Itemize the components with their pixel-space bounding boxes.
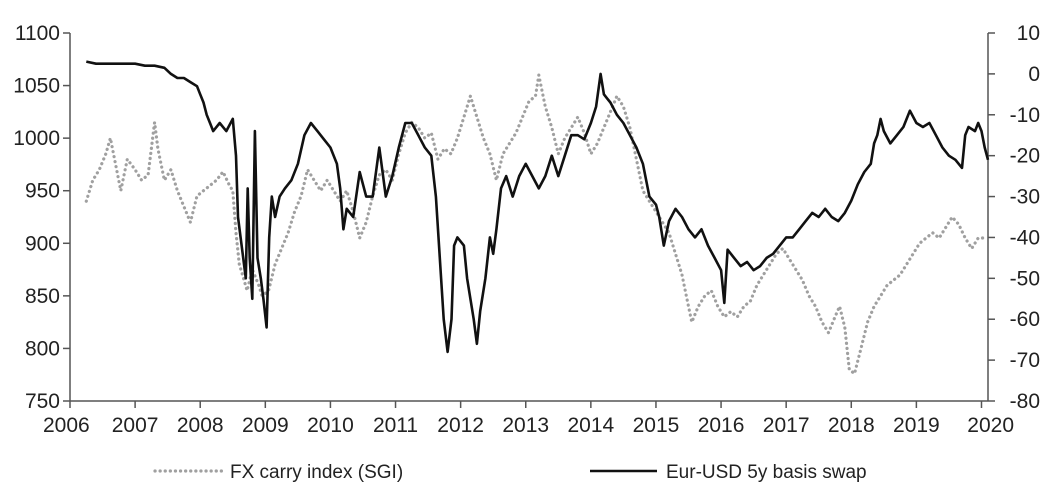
left-tick-label: 1000: [13, 127, 60, 150]
x-tick-label: 2006: [43, 414, 90, 437]
series-basis-swap-line: [86, 60, 990, 354]
x-tick-label: 2019: [893, 414, 940, 437]
x-tick-label: 2007: [112, 414, 159, 437]
right-tick-label: -80: [1010, 390, 1040, 413]
x-axis-ticks: 2006 2007 2008 2009 2010 2011 2012 2013 2014 2015…: [43, 401, 1014, 437]
left-tick-label: 800: [25, 337, 60, 360]
left-tick-label: 850: [25, 285, 60, 308]
x-tick-label: 2020: [967, 414, 1014, 437]
right-tick-label: -60: [1010, 308, 1040, 331]
x-tick-label: 2013: [502, 414, 549, 437]
x-tick-label: 2015: [633, 414, 680, 437]
right-tick-label: 10: [1017, 22, 1040, 45]
right-tick-label: -40: [1010, 226, 1040, 249]
left-tick-label: 1100: [15, 22, 60, 45]
x-tick-label: 2016: [698, 414, 745, 437]
left-tick-label: 750: [25, 390, 60, 413]
x-tick-label: 2011: [373, 414, 418, 437]
plot-frame: [69, 33, 989, 402]
left-tick-label: 1050: [13, 75, 60, 98]
legend: FX carry index (SGI) Eur-USD 5y basis sw…: [153, 462, 867, 483]
left-axis-ticks: 750 800 850 900 950 1000 1050 1100: [13, 22, 70, 413]
legend-label-basis-swap: Eur-USD 5y basis swap: [666, 462, 867, 483]
x-tick-label: 2014: [567, 414, 614, 437]
right-tick-label: -70: [1010, 349, 1040, 372]
right-tick-label: -20: [1010, 145, 1040, 168]
right-tick-label: -10: [1010, 104, 1040, 127]
series-layer: [84, 60, 990, 376]
series-fx-carry-line: [84, 73, 987, 376]
x-tick-label: 2010: [307, 414, 354, 437]
x-tick-label: 2008: [177, 414, 224, 437]
legend-label-fx-carry: FX carry index (SGI): [230, 462, 403, 483]
x-tick-label: 2018: [828, 414, 875, 437]
right-tick-label: 0: [1028, 63, 1040, 86]
x-tick-label: 2012: [437, 414, 484, 437]
right-tick-label: -50: [1010, 267, 1040, 290]
right-axis-ticks: -80 -70 -60 -50 -40 -30 -20 -10 0 10: [988, 22, 1040, 413]
left-tick-label: 950: [25, 180, 60, 203]
x-tick-label: 2009: [242, 414, 289, 437]
x-tick-label: 2017: [763, 414, 810, 437]
right-tick-label: -30: [1010, 186, 1040, 209]
left-tick-label: 900: [25, 232, 60, 255]
